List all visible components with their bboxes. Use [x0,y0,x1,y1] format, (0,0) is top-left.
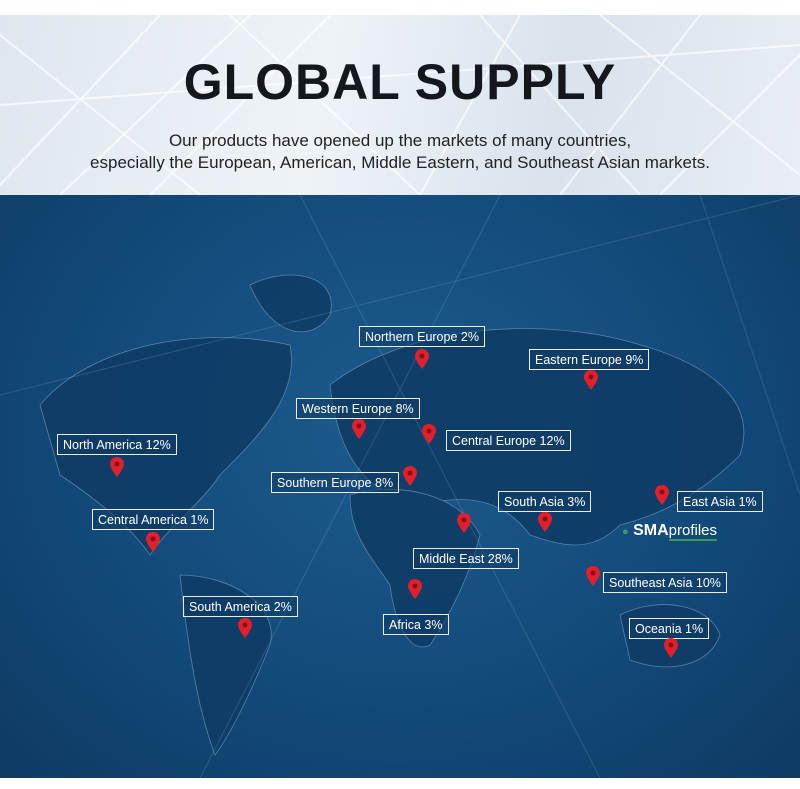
subtitle-line: especially the European, American, Middl… [90,153,710,172]
region-label: North America 12% [57,434,177,455]
greenland [249,274,332,333]
map-pin-icon [584,370,598,390]
map-pin-icon [415,349,429,369]
map-pin-icon [538,512,552,532]
map-pin-icon [457,513,471,533]
map-pin-icon [408,579,422,599]
region-label: Southeast Asia 10% [603,572,727,593]
map-pin-icon [403,466,417,486]
region-label: Africa 3% [383,614,449,635]
building-background [0,15,800,195]
page-subtitle: Our products have opened up the markets … [0,130,800,174]
header-banner: GLOBAL SUPPLY Our products have opened u… [0,15,800,195]
map-pin-icon [110,457,124,477]
subtitle-line: Our products have opened up the markets … [168,131,632,150]
map-pin-icon [655,485,669,505]
region-label: South America 2% [183,596,298,617]
region-label: Western Europe 8% [296,398,420,419]
region-label: South Asia 3% [498,491,592,512]
logo-rest: profiles [668,522,718,541]
region-label: Middle East 28% [413,548,519,569]
map-pin-icon [422,424,436,444]
map-pin-icon [352,419,366,439]
world-map [0,195,800,778]
region-label: Central America 1% [92,509,215,530]
page-title: GLOBAL SUPPLY [183,54,617,110]
watermark-logo: ● SMAprofiles [622,522,718,541]
map-pin-icon [586,566,600,586]
continents [0,195,800,778]
region-label: East Asia 1% [677,491,763,512]
map-pin-icon [146,532,160,552]
map-pin-icon [238,618,252,638]
region-label: Central Europe 12% [446,430,571,451]
region-label: Southern Europe 8% [271,472,400,493]
map-pin-icon: ● [622,526,629,538]
region-label: Eastern Europe 9% [529,349,650,370]
region-label: Northern Europe 2% [359,326,485,347]
logo-bold: SMA [633,522,669,539]
region-label: Oceania 1% [629,618,710,639]
map-pin-icon [664,638,678,658]
